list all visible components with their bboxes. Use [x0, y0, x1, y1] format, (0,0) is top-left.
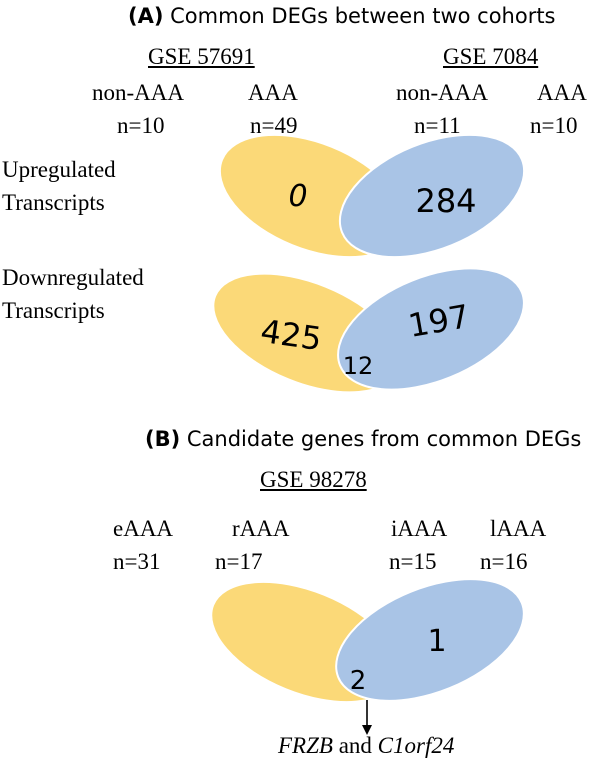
venn-up-left-count: 0	[288, 179, 307, 214]
group-n: n=10	[530, 113, 578, 138]
group-label: non-AAA	[92, 80, 184, 105]
candidate-venn: 2 1	[210, 578, 525, 704]
venn-up-right-count: 284	[415, 182, 476, 220]
downregulated-venn: 425 12 197	[212, 267, 525, 394]
upregulated-label: Upregulated Transcripts	[2, 153, 116, 219]
panel-b-letter: (B)	[145, 427, 181, 451]
downregulated-label-line1: Downregulated	[2, 265, 144, 290]
venn-right-ellipse	[335, 578, 525, 702]
panel-a-letter: (A)	[128, 4, 164, 28]
upregulated-label-line2: Transcripts	[2, 190, 105, 215]
group-label: iAAA	[391, 516, 448, 541]
down-arrow	[362, 700, 372, 735]
venn-b-overlap-count: 2	[350, 666, 367, 696]
group-n: n=16	[480, 549, 528, 574]
venn-down-overlap-count: 12	[343, 352, 374, 380]
group-n: n=31	[113, 549, 161, 574]
venn-down-left-count: 425	[258, 312, 324, 358]
candidate-genes: FRZB and C1orf24	[278, 733, 454, 759]
group-label: non-AAA	[396, 80, 488, 105]
upregulated-venn: 0 284	[218, 133, 526, 259]
panel-b-title-text: Candidate genes from common DEGs	[186, 427, 582, 451]
panel-a-title: (A) Common DEGs between two cohorts	[128, 4, 556, 28]
upregulated-label-line1: Upregulated	[2, 157, 116, 182]
downregulated-label: Downregulated Transcripts	[2, 261, 144, 327]
group-n: n=17	[215, 549, 263, 574]
cohort-gse57691-name: GSE 57691	[148, 44, 255, 69]
group-label: rAAA	[232, 516, 290, 541]
gene-c1orf24: C1orf24	[377, 733, 455, 758]
gene-conjunction: and	[338, 733, 372, 758]
venn-right-ellipse	[338, 133, 526, 259]
group-label: AAA	[537, 80, 587, 105]
group-label: AAA	[248, 80, 298, 105]
panel-a-title-text: Common DEGs between two cohorts	[170, 4, 556, 28]
group-label: eAAA	[113, 516, 174, 541]
panel-b-title: (B) Candidate genes from common DEGs	[145, 427, 581, 451]
group-n: n=15	[389, 549, 437, 574]
cohort-gse7084-name: GSE 7084	[443, 44, 539, 69]
group-label: lAAA	[490, 516, 547, 541]
gene-frzb: FRZB	[278, 733, 333, 758]
cohort-gse98278-name: GSE 98278	[260, 467, 367, 492]
venn-b-right-count: 1	[427, 624, 446, 659]
group-n: n=10	[117, 113, 165, 138]
group-n: n=11	[414, 113, 461, 138]
downregulated-label-line2: Transcripts	[2, 298, 105, 323]
venn-right-ellipse	[337, 267, 525, 391]
